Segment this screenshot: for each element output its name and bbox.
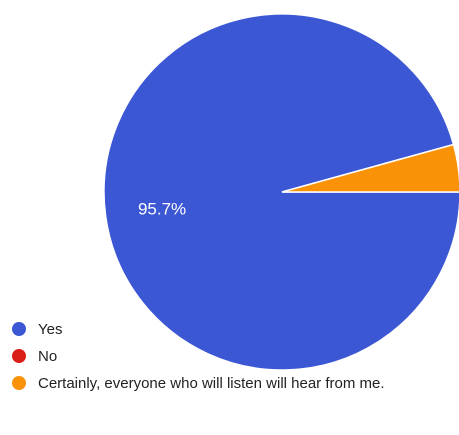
- legend-item-certainly[interactable]: Certainly, everyone who will listen will…: [12, 374, 432, 394]
- pie-slice-labels: 95.7%: [138, 199, 186, 218]
- pie-slice-label-0: 95.7%: [138, 199, 186, 218]
- legend-item-yes[interactable]: Yes: [12, 320, 432, 340]
- legend-marker-certainly: [12, 376, 26, 390]
- pie-slice-2[interactable]: [281, 143, 459, 193]
- legend-label-certainly: Certainly, everyone who will listen will…: [38, 375, 385, 392]
- legend-label-no: No: [38, 348, 58, 365]
- legend-marker-no: [12, 349, 26, 363]
- pie-slices: [103, 13, 459, 371]
- legend-item-no[interactable]: No: [12, 347, 432, 367]
- pie-slice-0[interactable]: [103, 13, 459, 371]
- legend-marker-yes: [12, 322, 26, 336]
- legend-label-yes: Yes: [38, 321, 63, 338]
- legend: Yes No Certainly, everyone who will list…: [12, 320, 432, 401]
